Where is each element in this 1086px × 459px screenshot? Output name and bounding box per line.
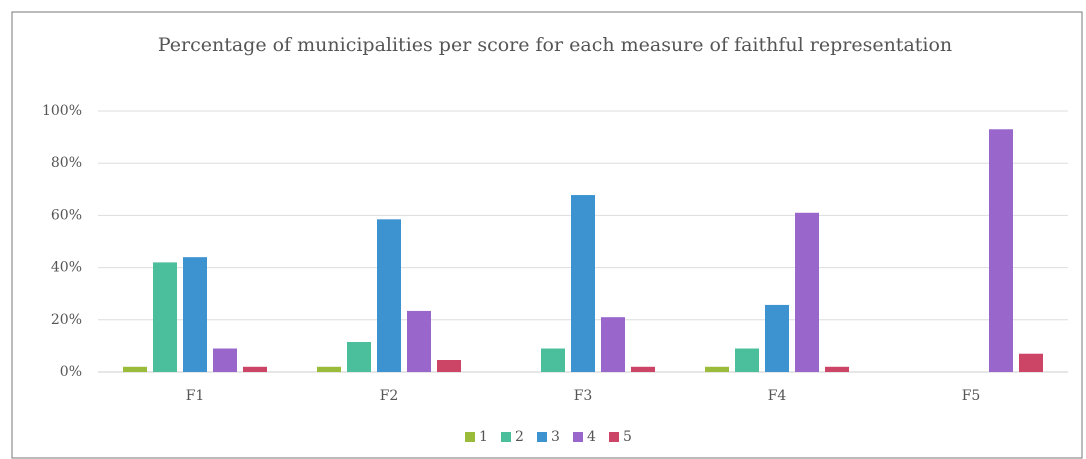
bar: [437, 359, 461, 372]
legend-swatch: [573, 432, 583, 442]
bar: [601, 317, 625, 372]
x-tick-label: F3: [574, 388, 593, 404]
bar: [795, 212, 819, 372]
y-tick-label: 100%: [42, 103, 82, 119]
y-tick-label: 0%: [60, 364, 82, 380]
chart-title: Percentage of municipalities per score f…: [157, 34, 953, 56]
bar: [989, 129, 1013, 372]
bar: [571, 195, 595, 372]
y-tick-label: 40%: [51, 260, 82, 276]
bar: [705, 366, 729, 372]
legend-label: 2: [515, 429, 524, 445]
legend-swatch: [537, 432, 547, 442]
bar: [153, 262, 177, 372]
legend-label: 1: [479, 429, 488, 445]
x-tick-label: F4: [768, 388, 787, 404]
bar: [541, 348, 565, 372]
bar: [243, 366, 267, 372]
chart-frame: [11, 11, 1083, 459]
x-tick-label: F1: [186, 388, 205, 404]
legend-swatch: [465, 432, 475, 442]
bar: [1019, 353, 1043, 372]
y-tick-label: 20%: [51, 312, 82, 328]
bar: [213, 348, 237, 372]
bar: [631, 366, 655, 372]
bar: [347, 341, 371, 372]
bar: [377, 219, 401, 372]
bar: [825, 366, 849, 372]
bar: [735, 348, 759, 372]
legend-label: 4: [587, 429, 596, 445]
bar: [407, 310, 431, 372]
bar: [317, 366, 341, 372]
bar: [183, 257, 207, 372]
y-tick-label: 60%: [51, 207, 82, 223]
x-tick-label: F2: [380, 388, 399, 404]
legend-label: 3: [551, 429, 560, 445]
legend-label: 5: [623, 429, 632, 445]
y-tick-label: 80%: [51, 155, 82, 171]
bar: [765, 304, 789, 372]
x-tick-label: F5: [962, 388, 981, 404]
bar: [123, 366, 147, 372]
legend-swatch: [501, 432, 511, 442]
legend-swatch: [609, 432, 619, 442]
